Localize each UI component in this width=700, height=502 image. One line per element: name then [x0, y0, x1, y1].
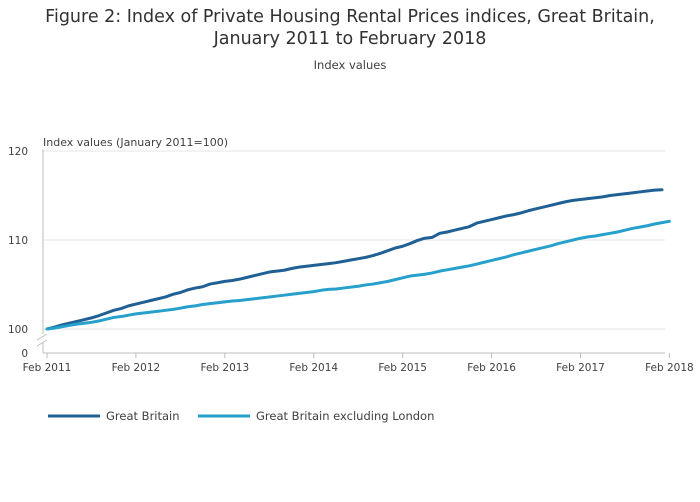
x-tick-label: Feb 2014 — [289, 362, 338, 374]
chart-subtitle: Index values — [313, 58, 387, 72]
y-tick-label: 100 — [8, 324, 28, 336]
series-lines — [45, 188, 671, 331]
chart-title-line-1: Figure 2: Index of Private Housing Renta… — [45, 7, 655, 27]
series-line-1[interactable] — [45, 219, 671, 331]
legend: Great Britain Great Britain excluding Lon… — [48, 409, 434, 423]
x-tick-label: Feb 2017 — [556, 362, 605, 374]
legend-label[interactable]: Great Britain excluding London — [256, 409, 434, 423]
axes: 120 110 100 0 Index values (January 2011=100… — [8, 136, 694, 374]
x-tick-label: Feb 2018 — [645, 362, 694, 374]
y-tick-label-zero: 0 — [21, 348, 28, 360]
y-tick-label: 110 — [8, 235, 28, 247]
series-line-0[interactable] — [45, 188, 664, 331]
legend-label[interactable]: Great Britain — [106, 409, 180, 423]
x-tick-label: Feb 2012 — [112, 362, 161, 374]
axis-break-mark — [36, 333, 48, 347]
x-tick-label: Feb 2016 — [467, 362, 516, 374]
x-tick-label: Feb 2015 — [378, 362, 427, 374]
x-tick-label: Feb 2011 — [23, 362, 72, 374]
x-tick-label: Feb 2013 — [201, 362, 250, 374]
gridlines — [43, 150, 665, 330]
chart-title: Figure 2: Index of Private Housing Renta… — [0, 6, 700, 50]
y-tick-label: 120 — [8, 146, 28, 158]
chart-title-line-2: January 2011 to February 2018 — [213, 29, 487, 49]
y-axis-title: Index values (January 2011=100) — [43, 136, 228, 149]
